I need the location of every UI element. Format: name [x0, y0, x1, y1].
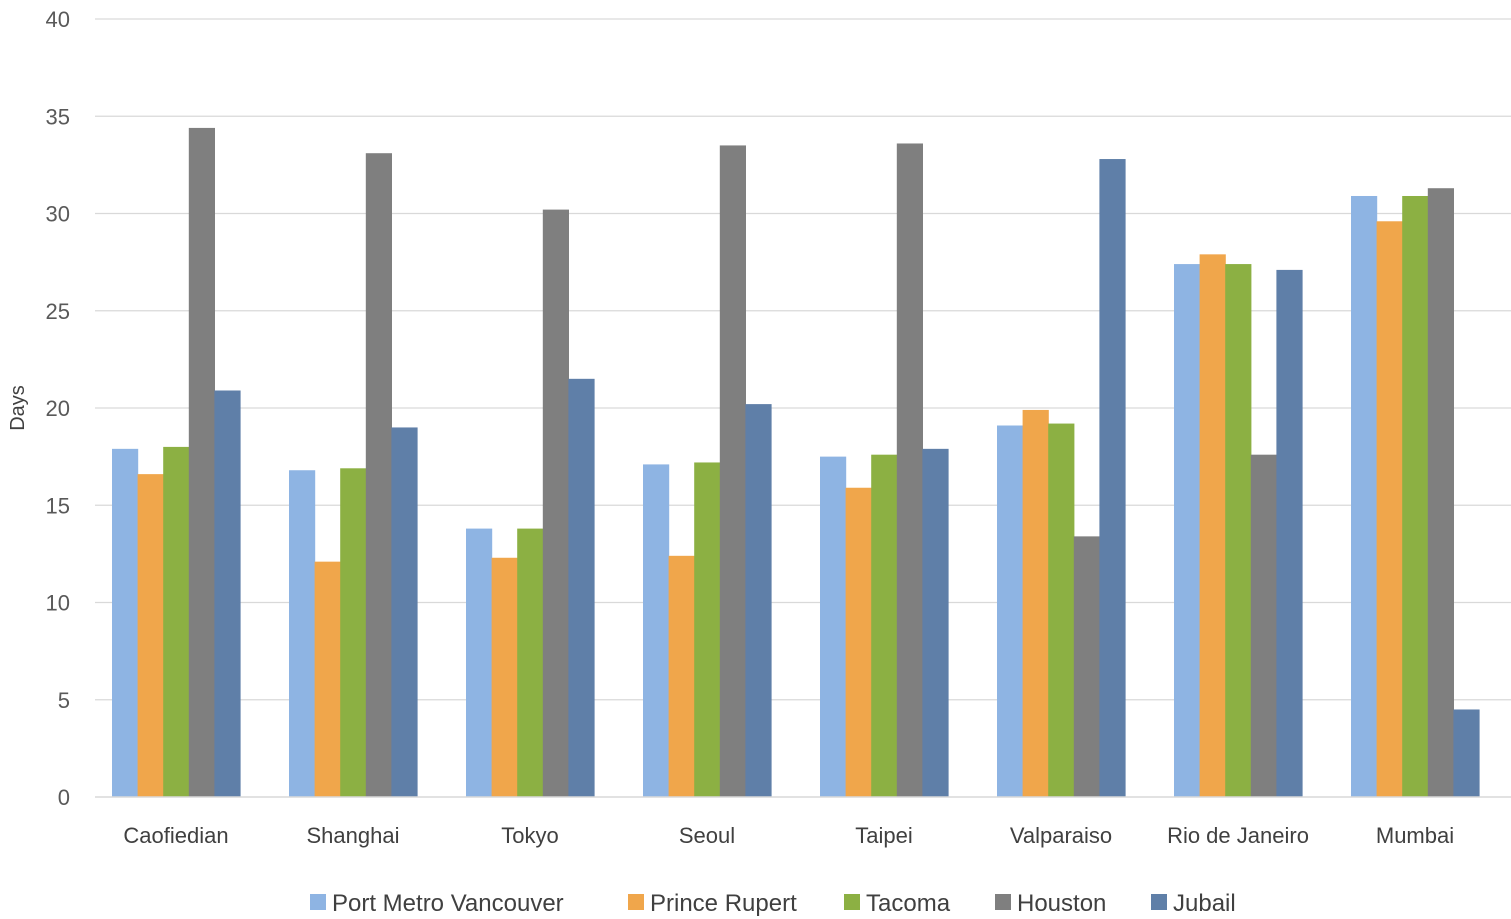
y-tick-label: 20 [46, 396, 70, 421]
bar [1199, 254, 1226, 798]
y-tick-label: 40 [46, 7, 70, 32]
bar [214, 390, 241, 797]
bar [1174, 264, 1201, 797]
bar [1048, 423, 1075, 797]
bar [1099, 159, 1126, 798]
x-category-label: Shanghai [307, 823, 400, 848]
bar [112, 448, 139, 797]
bar [1225, 264, 1252, 797]
bar [188, 127, 215, 798]
bar [1250, 454, 1277, 797]
x-category-label: Rio de Janeiro [1167, 823, 1309, 848]
bar [1402, 195, 1429, 797]
bar [845, 487, 872, 797]
y-tick-label: 5 [58, 688, 70, 713]
y-tick-label: 25 [46, 299, 70, 324]
legend-swatch [628, 894, 644, 910]
y-tick-label: 10 [46, 591, 70, 616]
x-axis-categories: Caofiedian Shanghai Tokyo Seoul Taipei Valpar… [123, 823, 1454, 848]
bar [542, 209, 569, 798]
bar [491, 557, 518, 797]
bar [745, 404, 772, 797]
bar [922, 448, 949, 797]
y-axis-ticks: 0 5 10 15 20 25 30 35 40 [46, 7, 70, 810]
bar [314, 561, 341, 797]
bar [391, 427, 418, 797]
bar [1453, 709, 1480, 797]
x-category-label: Tokyo [501, 823, 558, 848]
y-tick-label: 0 [58, 785, 70, 810]
bar [1376, 221, 1403, 797]
bar [643, 464, 670, 797]
legend-label: Tacoma [866, 890, 951, 917]
legend-label: Port Metro Vancouver [332, 890, 564, 917]
y-axis-label: Days [7, 385, 29, 431]
legend-swatch [310, 894, 326, 910]
bar [896, 143, 923, 798]
bar [1022, 409, 1049, 797]
y-tick-label: 15 [46, 493, 70, 518]
y-tick-label: 30 [46, 202, 70, 227]
bar [340, 468, 367, 797]
legend-label: Jubail [1173, 890, 1236, 917]
bar [466, 528, 493, 797]
bar [289, 470, 316, 797]
legend-label: Houston [1017, 890, 1106, 917]
bar [694, 462, 721, 797]
bar [568, 378, 595, 797]
bar [1073, 536, 1100, 797]
bar [365, 153, 392, 797]
y-tick-label: 35 [46, 104, 70, 129]
bar [668, 555, 695, 797]
legend-swatch [995, 894, 1011, 910]
bar [163, 446, 190, 797]
bar [820, 456, 847, 797]
legend-swatch [844, 894, 860, 910]
legend-label: Prince Rupert [650, 890, 797, 917]
bar [719, 145, 746, 798]
x-category-label: Taipei [855, 823, 912, 848]
x-category-label: Mumbai [1376, 823, 1454, 848]
legend-swatch [1151, 894, 1167, 910]
bar [137, 474, 164, 797]
bar [1276, 269, 1303, 797]
bar [517, 528, 544, 797]
x-category-label: Seoul [679, 823, 735, 848]
bar [1427, 188, 1454, 798]
bar [871, 454, 898, 797]
bars [112, 127, 1480, 798]
bar [997, 425, 1024, 797]
x-category-label: Valparaiso [1010, 823, 1112, 848]
x-category-label: Caofiedian [123, 823, 228, 848]
bar [1351, 195, 1378, 797]
legend: Port Metro Vancouver Prince Rupert Tacoma H… [310, 890, 1236, 917]
